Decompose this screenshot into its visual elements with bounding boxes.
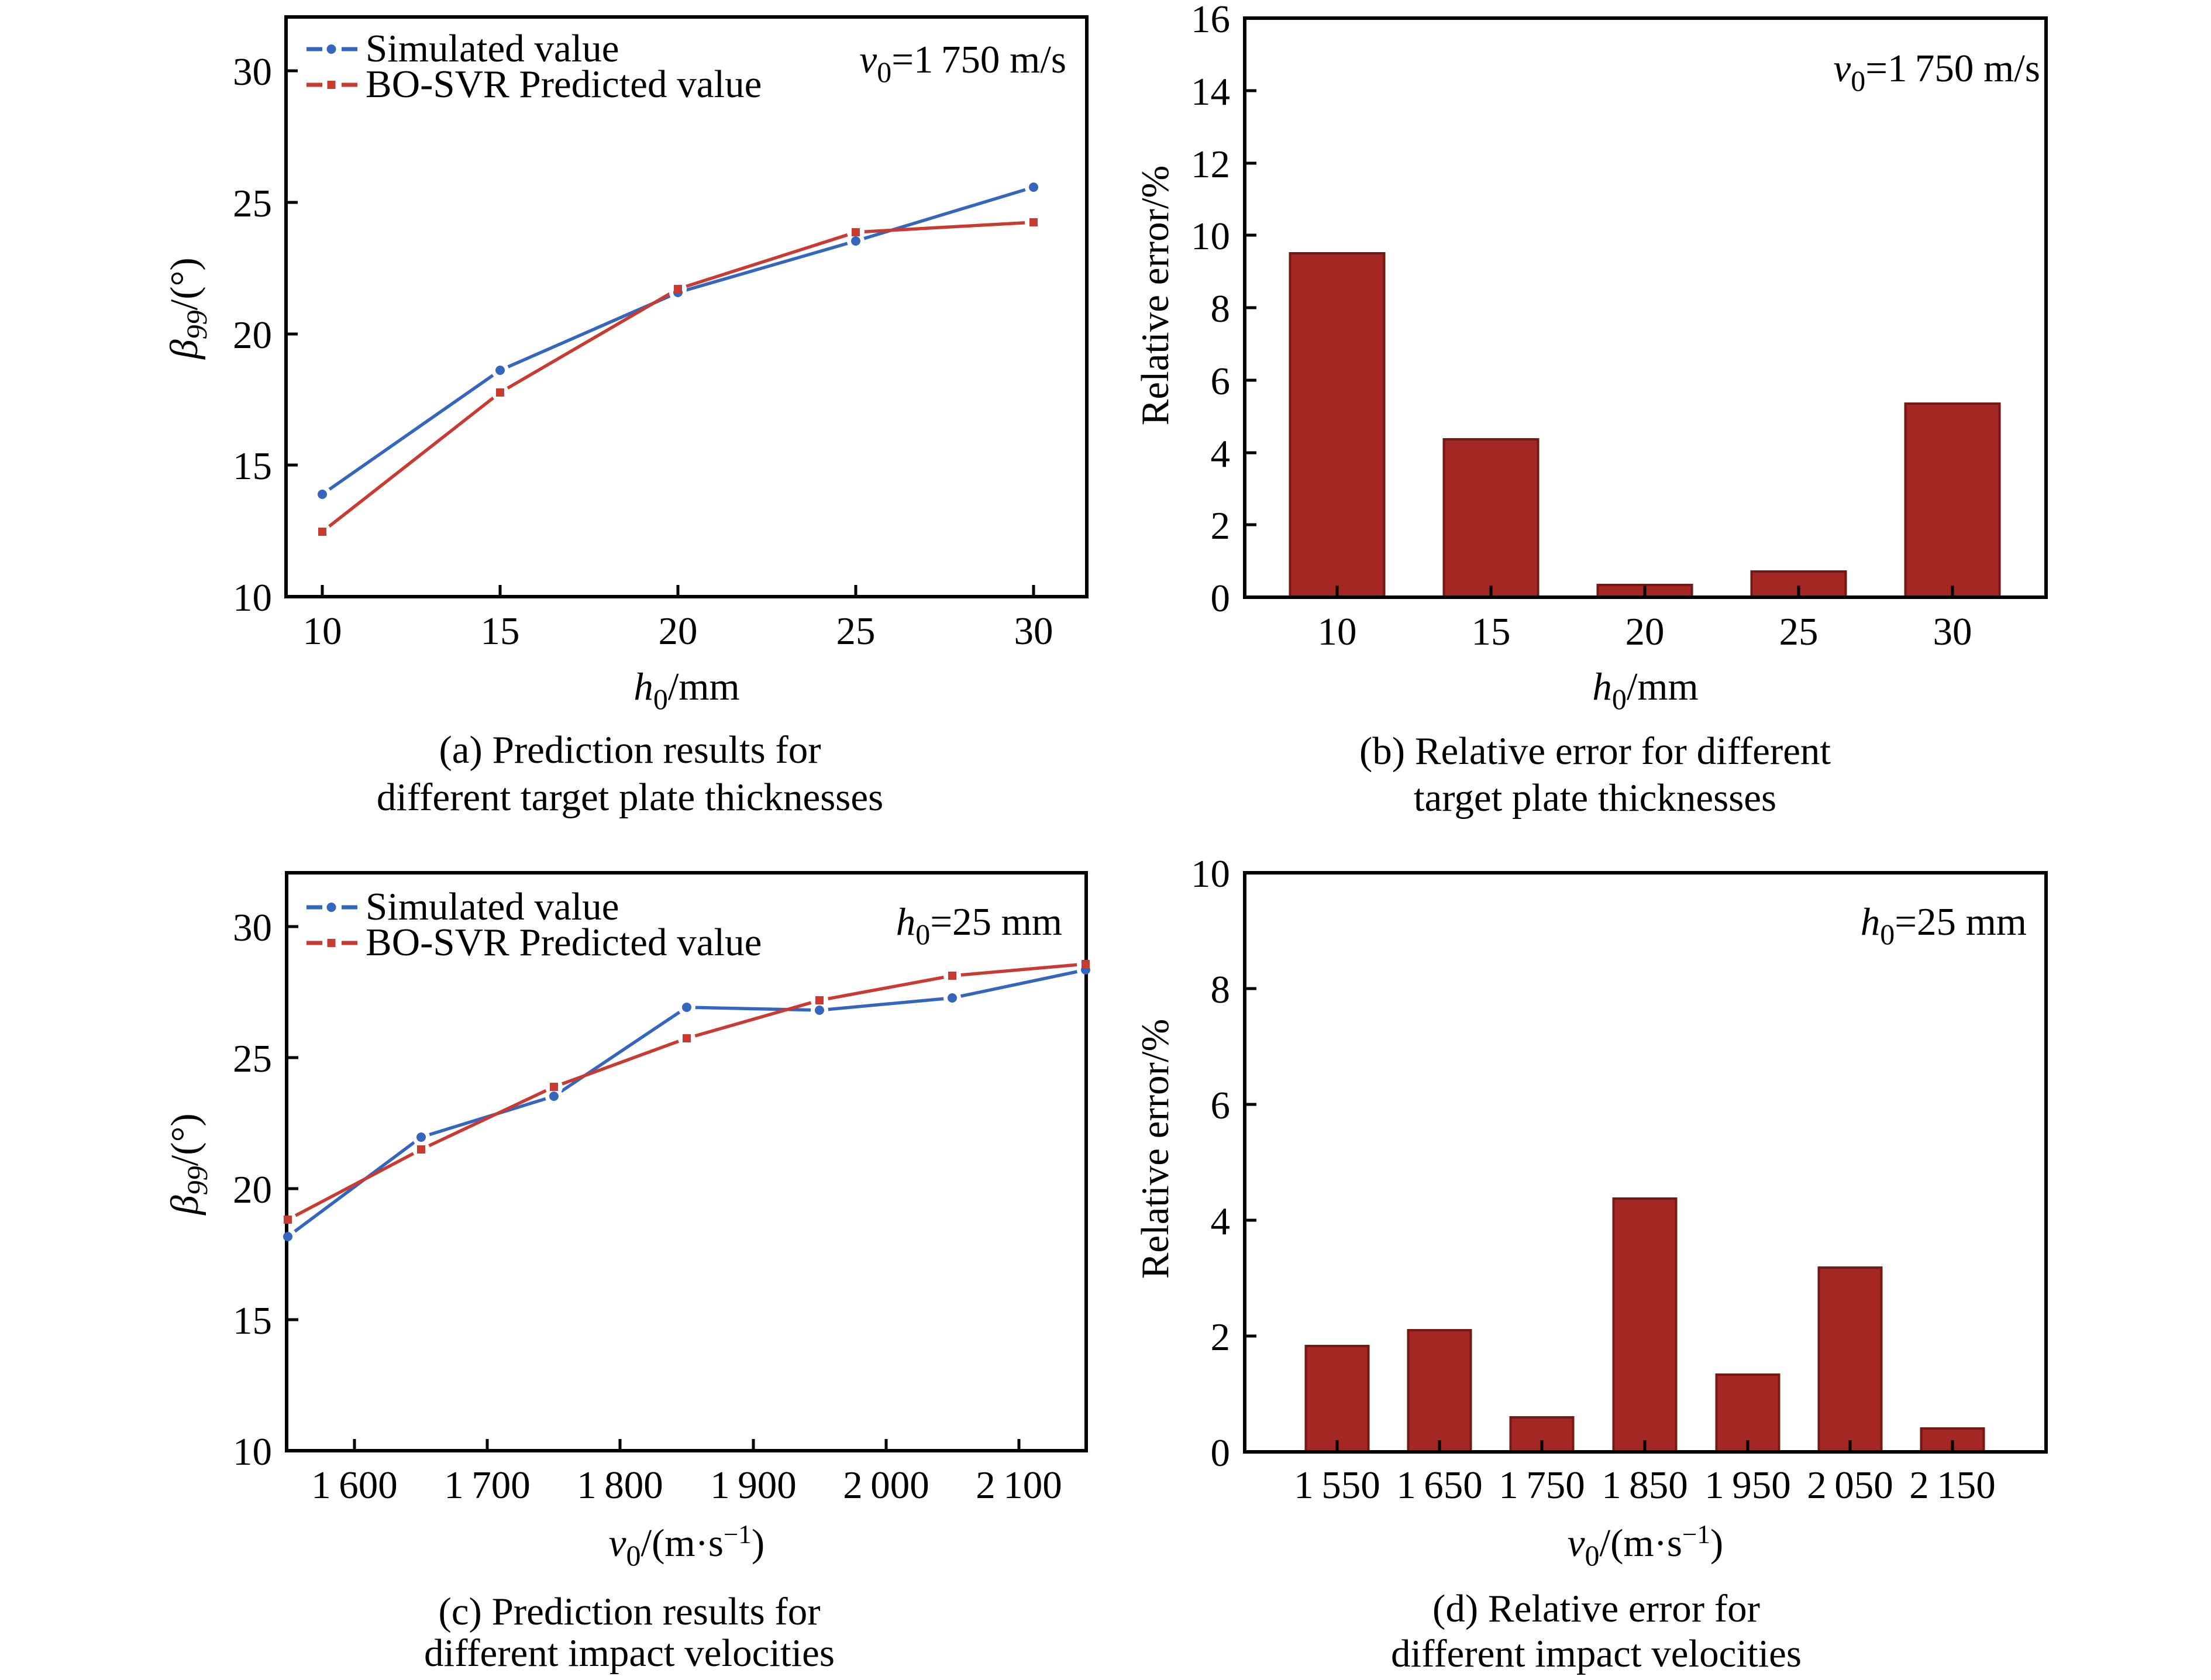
svg-text:30: 30 bbox=[233, 906, 272, 949]
svg-text:25: 25 bbox=[233, 1037, 272, 1080]
svg-text:target plate thicknesses: target plate thicknesses bbox=[1414, 776, 1776, 820]
svg-text:2 000: 2 000 bbox=[843, 1464, 929, 1507]
svg-text:25: 25 bbox=[1779, 610, 1819, 653]
svg-text:15: 15 bbox=[233, 1299, 272, 1342]
svg-text:20: 20 bbox=[233, 314, 272, 357]
svg-text:(a) Prediction results for: (a) Prediction results for bbox=[439, 728, 821, 772]
svg-text:BO-SVR Predicted value: BO-SVR Predicted value bbox=[366, 921, 762, 964]
svg-text:1 600: 1 600 bbox=[311, 1464, 397, 1507]
svg-text:(b) Relative error for differe: (b) Relative error for different bbox=[1359, 729, 1831, 773]
svg-text:v0​=1 750 m/s: v0​=1 750 m/s bbox=[1833, 47, 2040, 97]
svg-text:30: 30 bbox=[1014, 610, 1053, 653]
svg-text:2: 2 bbox=[1211, 504, 1231, 548]
svg-text:10: 10 bbox=[303, 610, 342, 653]
svg-text:20: 20 bbox=[233, 1168, 272, 1211]
svg-text:2 050: 2 050 bbox=[1807, 1464, 1893, 1507]
svg-text:1 800: 1 800 bbox=[577, 1464, 663, 1507]
svg-text:15: 15 bbox=[1472, 610, 1511, 653]
svg-text:12: 12 bbox=[1191, 143, 1230, 186]
svg-text:1 550: 1 550 bbox=[1294, 1464, 1380, 1507]
svg-text:β99/(°): β99/(°) bbox=[163, 1113, 213, 1216]
svg-text:10: 10 bbox=[1191, 852, 1230, 896]
svg-text:25: 25 bbox=[233, 182, 272, 225]
svg-text:Simulated value: Simulated value bbox=[366, 885, 619, 928]
svg-text:10: 10 bbox=[233, 1430, 272, 1474]
svg-text:14: 14 bbox=[1191, 70, 1230, 113]
svg-text:2 100: 2 100 bbox=[976, 1464, 1062, 1507]
svg-text:1 900: 1 900 bbox=[710, 1464, 796, 1507]
svg-text:4: 4 bbox=[1211, 1200, 1231, 1243]
svg-text:6: 6 bbox=[1211, 360, 1231, 403]
svg-text:1 850: 1 850 bbox=[1602, 1464, 1687, 1507]
svg-text:6: 6 bbox=[1211, 1084, 1231, 1127]
svg-text:8: 8 bbox=[1211, 968, 1231, 1011]
svg-text:1 750: 1 750 bbox=[1499, 1464, 1585, 1507]
svg-text:16: 16 bbox=[1191, 0, 1230, 41]
svg-text:Simulated value: Simulated value bbox=[366, 27, 619, 70]
svg-text:1 700: 1 700 bbox=[444, 1464, 530, 1507]
svg-text:(c) Prediction results for: (c) Prediction results for bbox=[438, 1590, 820, 1633]
svg-text:15: 15 bbox=[481, 610, 520, 653]
svg-text:v0​=1 750 m/s: v0​=1 750 m/s bbox=[859, 38, 1066, 88]
svg-text:different target plate thickne: different target plate thicknesses bbox=[377, 776, 883, 819]
svg-text:1 650: 1 650 bbox=[1396, 1464, 1482, 1507]
svg-text:30: 30 bbox=[233, 50, 272, 94]
svg-text:2: 2 bbox=[1211, 1316, 1231, 1359]
svg-text:h0​/mm: h0​/mm bbox=[1592, 665, 1698, 715]
svg-text:25: 25 bbox=[836, 610, 876, 653]
svg-text:Relative error/%: Relative error/% bbox=[1134, 1019, 1177, 1279]
svg-text:10: 10 bbox=[233, 576, 272, 619]
svg-text:BO-SVR Predicted value: BO-SVR Predicted value bbox=[366, 63, 762, 106]
svg-text:20: 20 bbox=[1625, 610, 1665, 653]
svg-text:30: 30 bbox=[1933, 610, 1972, 653]
svg-text:10: 10 bbox=[1318, 610, 1357, 653]
svg-text:15: 15 bbox=[233, 445, 272, 488]
svg-text:Relative error/%: Relative error/% bbox=[1134, 166, 1177, 426]
svg-text:4: 4 bbox=[1211, 432, 1231, 476]
svg-text:h0​/mm: h0​/mm bbox=[633, 665, 739, 715]
svg-text:2 150: 2 150 bbox=[1909, 1464, 1995, 1507]
svg-text:8: 8 bbox=[1211, 287, 1231, 331]
svg-text:different impact velocities: different impact velocities bbox=[424, 1631, 835, 1675]
svg-text:1 950: 1 950 bbox=[1704, 1464, 1790, 1507]
svg-text:10: 10 bbox=[1191, 215, 1230, 258]
svg-text:0: 0 bbox=[1211, 1431, 1231, 1475]
svg-text:20: 20 bbox=[659, 610, 698, 653]
svg-text:0: 0 bbox=[1211, 577, 1231, 620]
svg-text:(d) Relative error for: (d) Relative error for bbox=[1432, 1587, 1760, 1630]
svg-text:different impact velocities: different impact velocities bbox=[1391, 1632, 1802, 1675]
svg-text:β99/(°): β99/(°) bbox=[163, 257, 213, 360]
